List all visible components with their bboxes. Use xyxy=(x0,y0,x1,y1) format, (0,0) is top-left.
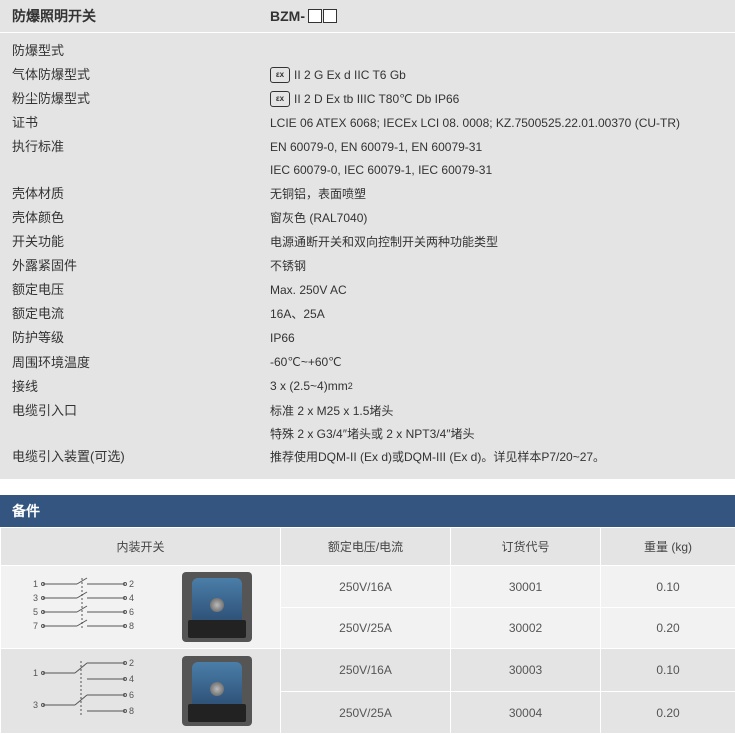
table-cell-rating: 250V/16A xyxy=(281,566,451,608)
svg-text:5: 5 xyxy=(33,607,38,617)
spec-value: EN 60079-0, EN 60079-1, EN 60079-31 xyxy=(270,136,723,158)
spec-row: 额定电流16A、25A xyxy=(0,302,735,326)
spec-row: 壳体材质无铜铝，表面喷塑 xyxy=(0,182,735,206)
table-row: 12 34 56 78 250V/16A300010.10 xyxy=(1,566,735,608)
svg-text:8: 8 xyxy=(129,706,134,716)
parts-header: 备件 xyxy=(0,495,735,527)
spec-label: 额定电压 xyxy=(12,279,270,301)
svg-text:3: 3 xyxy=(33,593,38,603)
spec-row: 壳体颜色窗灰色 (RAL7040) xyxy=(0,206,735,230)
svg-text:4: 4 xyxy=(129,593,134,603)
svg-text:6: 6 xyxy=(129,607,134,617)
spec-label: 证书 xyxy=(12,112,270,134)
title-row: 防爆照明开关 BZM- xyxy=(0,0,735,33)
spec-value: 3 x (2.5~4)mm2 xyxy=(270,376,723,398)
svg-text:4: 4 xyxy=(129,674,134,684)
spec-value: IEC 60079-0, IEC 60079-1, IEC 60079-31 xyxy=(270,160,723,180)
table-cell-code: 30003 xyxy=(451,649,601,692)
spec-label: 粉尘防爆型式 xyxy=(12,88,270,110)
switch-photo xyxy=(182,656,252,726)
table-cell-rating: 250V/25A xyxy=(281,607,451,649)
spec-row: 开关功能电源通断开关和双向控制开关两种功能类型 xyxy=(0,230,735,254)
spec-label: 外露紧固件 xyxy=(12,255,270,277)
table-row: 124 368 250V/16A300030.10 xyxy=(1,649,735,692)
table-header-cell: 订货代号 xyxy=(451,528,601,566)
svg-text:3: 3 xyxy=(33,700,38,710)
spec-label: 周围环境温度 xyxy=(12,352,270,374)
spec-label: 防爆型式 xyxy=(12,40,270,62)
svg-text:8: 8 xyxy=(129,621,134,631)
spec-label xyxy=(12,160,270,180)
model-prefix: BZM- xyxy=(270,8,305,24)
spec-row: 额定电压Max. 250V AC xyxy=(0,278,735,302)
table-header-cell: 内装开关 xyxy=(1,528,281,566)
spec-value: 无铜铝，表面喷塑 xyxy=(270,183,723,205)
spec-row: IEC 60079-0, IEC 60079-1, IEC 60079-31 xyxy=(0,159,735,181)
product-category: 防爆照明开关 xyxy=(12,6,270,26)
ex-marking-icon: εx xyxy=(270,91,290,107)
parts-table: 内装开关额定电压/电流订货代号重量 (kg) 1 2 3 4 5 6 7 8 250V/… xyxy=(0,527,735,734)
spec-label: 壳体材质 xyxy=(12,183,270,205)
spec-value: 窗灰色 (RAL7040) xyxy=(270,207,723,229)
spec-value: 不锈钢 xyxy=(270,255,723,277)
spec-row: 防爆型式 xyxy=(0,39,735,63)
spec-label: 电缆引入装置(可选) xyxy=(12,446,270,468)
svg-text:6: 6 xyxy=(129,690,134,700)
spec-row: 防护等级IP66 xyxy=(0,326,735,350)
svg-text:2: 2 xyxy=(129,658,134,668)
spec-row: 外露紧固件不锈钢 xyxy=(0,254,735,278)
spec-value: 电源通断开关和双向控制开关两种功能类型 xyxy=(270,231,723,253)
wiring-diagram-icon: 1 2 3 4 5 6 7 8 xyxy=(29,574,139,640)
table-cell-rating: 250V/16A xyxy=(281,649,451,692)
spec-value: 推荐使用DQM-II (Ex d)或DQM-III (Ex d)。详见样本P7/… xyxy=(270,446,723,468)
ex-marking-icon: εx xyxy=(270,67,290,83)
spec-label: 执行标准 xyxy=(12,136,270,158)
spec-label: 额定电流 xyxy=(12,303,270,325)
spec-label: 接线 xyxy=(12,376,270,398)
spec-value: εxII 2 D Ex tb IIIC T80℃ Db IP66 xyxy=(270,88,723,110)
spec-value: Max. 250V AC xyxy=(270,279,723,301)
svg-text:1: 1 xyxy=(33,668,38,678)
model-placeholder-boxes xyxy=(307,9,337,23)
spec-value: IP66 xyxy=(270,327,723,349)
spec-row: 执行标准EN 60079-0, EN 60079-1, EN 60079-31 xyxy=(0,135,735,159)
table-header-cell: 额定电压/电流 xyxy=(281,528,451,566)
spec-row: 周围环境温度-60℃~+60℃ xyxy=(0,351,735,375)
spec-value: -60℃~+60℃ xyxy=(270,352,723,374)
spec-label: 开关功能 xyxy=(12,231,270,253)
svg-text:2: 2 xyxy=(129,579,134,589)
spec-value: LCIE 06 ATEX 6068; IECEx LCI 08. 0008; K… xyxy=(270,112,723,134)
spec-label: 电缆引入口 xyxy=(12,400,270,422)
table-cell-code: 30001 xyxy=(451,566,601,608)
spec-row: 电缆引入口标准 2 x M25 x 1.5堵头 xyxy=(0,399,735,423)
model-code: BZM- xyxy=(270,6,723,26)
spec-row: 特殊 2 x G3/4″堵头或 2 x NPT3/4″堵头 xyxy=(0,423,735,445)
svg-text:1: 1 xyxy=(33,579,38,589)
spec-label xyxy=(12,424,270,444)
spec-value xyxy=(270,40,723,62)
spec-value: 特殊 2 x G3/4″堵头或 2 x NPT3/4″堵头 xyxy=(270,424,723,444)
spec-value: εxII 2 G Ex d IIC T6 Gb xyxy=(270,64,723,86)
spec-value: 标准 2 x M25 x 1.5堵头 xyxy=(270,400,723,422)
spec-row: 气体防爆型式εxII 2 G Ex d IIC T6 Gb xyxy=(0,63,735,87)
table-cell-code: 30002 xyxy=(451,607,601,649)
spec-row: 接线3 x (2.5~4)mm2 xyxy=(0,375,735,399)
spec-label: 壳体颜色 xyxy=(12,207,270,229)
spec-row: 电缆引入装置(可选)推荐使用DQM-II (Ex d)或DQM-III (Ex … xyxy=(0,445,735,469)
table-cell-weight: 0.20 xyxy=(601,607,735,649)
spec-section: 防爆型式气体防爆型式εxII 2 G Ex d IIC T6 Gb粉尘防爆型式ε… xyxy=(0,33,735,479)
wiring-diagram-icon: 1 2 4 3 6 8 xyxy=(29,655,139,727)
spec-value: 16A、25A xyxy=(270,303,723,325)
spec-label: 防护等级 xyxy=(12,327,270,349)
spec-label: 气体防爆型式 xyxy=(12,64,270,86)
switch-photo xyxy=(182,572,252,642)
svg-text:7: 7 xyxy=(33,621,38,631)
table-cell-weight: 0.10 xyxy=(601,649,735,692)
table-header-cell: 重量 (kg) xyxy=(601,528,735,566)
spec-row: 证书LCIE 06 ATEX 6068; IECEx LCI 08. 0008;… xyxy=(0,111,735,135)
spec-row: 粉尘防爆型式εxII 2 D Ex tb IIIC T80℃ Db IP66 xyxy=(0,87,735,111)
table-cell-weight: 0.10 xyxy=(601,566,735,608)
